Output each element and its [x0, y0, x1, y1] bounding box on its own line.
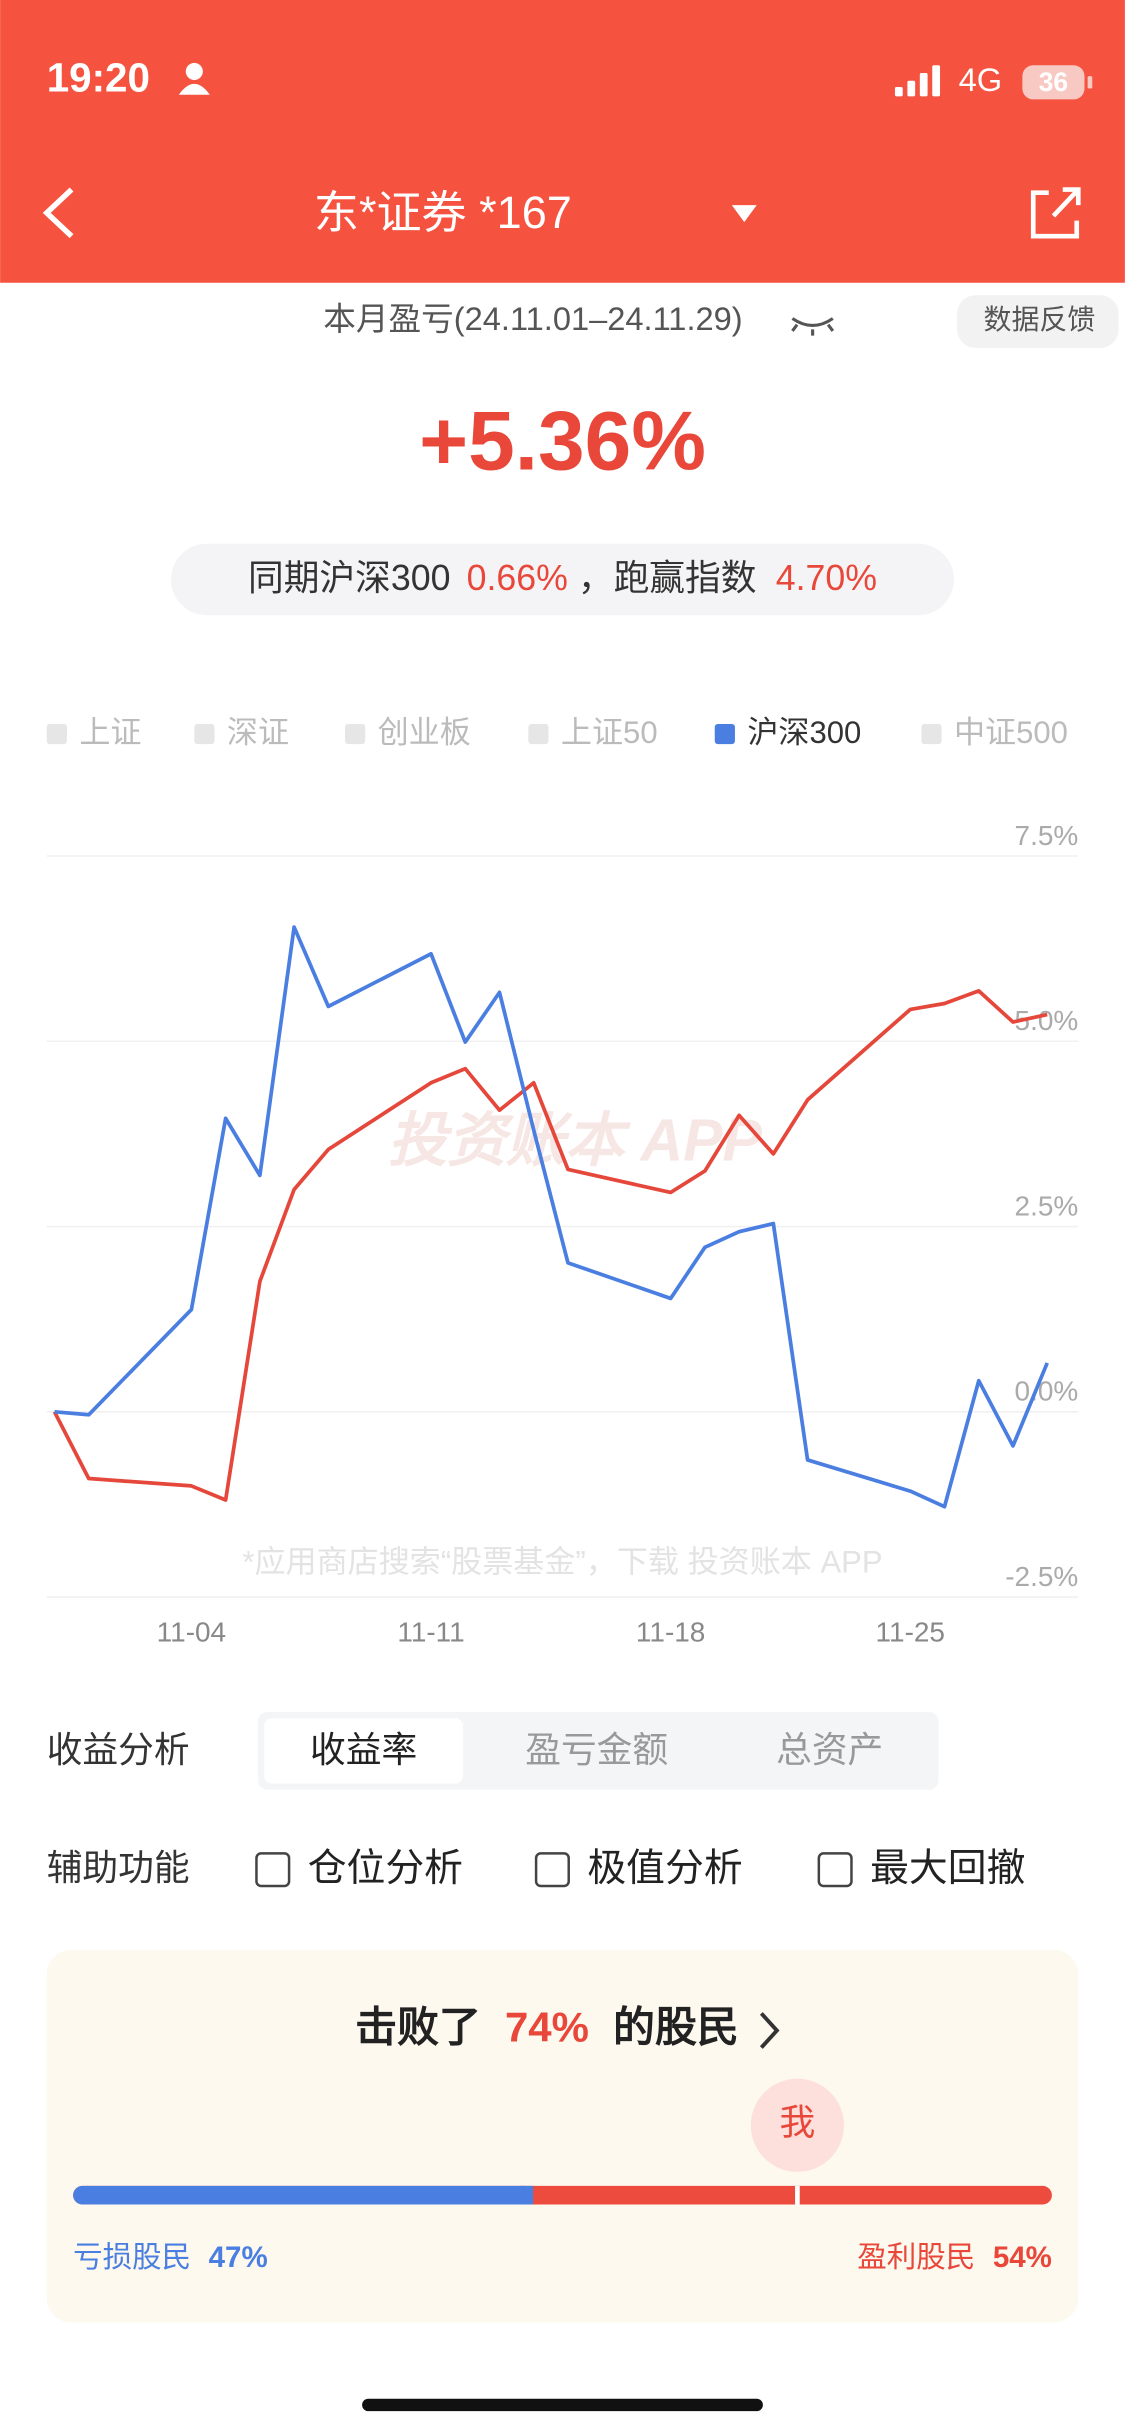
back-button[interactable]	[42, 187, 74, 239]
checkbox[interactable]	[255, 1852, 291, 1888]
loss-segment	[73, 2185, 534, 2205]
x-tick-label: 11-18	[636, 1617, 705, 1648]
tab-active-bg[interactable]	[264, 1718, 464, 1784]
signal-icon	[894, 65, 941, 97]
legend-swatch[interactable]	[921, 723, 942, 745]
ranking-arrow[interactable]	[759, 2012, 780, 2049]
home-indicator	[362, 2398, 763, 2412]
footnote: *应用商店搜索“股票基金”，下载 投资账本 APP	[242, 1545, 882, 1580]
header-bg	[0, 0, 1125, 283]
account-dropdown[interactable]	[731, 205, 757, 223]
legend-label[interactable]: 创业板	[378, 715, 471, 750]
compare-pill	[171, 543, 954, 616]
legend-swatch[interactable]	[194, 723, 215, 745]
compare-value: 0.66%	[467, 558, 568, 598]
legend-label[interactable]: 上证50	[561, 715, 658, 750]
status-time: 19:20	[47, 54, 150, 100]
ranking-card[interactable]	[46, 1949, 1079, 2323]
ranking-suffix: 的股民	[613, 2004, 739, 2051]
profit-pct: 54%	[993, 2241, 1052, 2274]
checkbox-label[interactable]: 仓位分析	[308, 1847, 463, 1890]
nav-title[interactable]: 东*证券 *167	[314, 187, 572, 238]
x-tick-label: 11-04	[157, 1617, 226, 1648]
legend-label[interactable]: 沪深300	[747, 715, 861, 750]
loss-label: 亏损股民	[73, 2241, 191, 2274]
legend-label[interactable]: 上证	[79, 715, 141, 750]
ranking-prefix: 击败了	[355, 2004, 481, 2051]
legend-swatch[interactable]	[528, 723, 549, 745]
battery-tip	[1087, 76, 1093, 89]
ranking-title[interactable]: 击败了 74% 的股民	[355, 2004, 739, 2051]
battery	[1022, 65, 1085, 100]
monthly-return: +5.36%	[419, 394, 706, 488]
legend-swatch[interactable]	[714, 723, 735, 745]
tab-label[interactable]: 盈亏金额	[525, 1730, 668, 1770]
network: 4G	[959, 61, 1003, 98]
period: 本月盈亏(24.11.01–24.11.29)	[323, 300, 742, 337]
ranking-bar: 我	[73, 2078, 1052, 2205]
loss-pct: 47%	[209, 2241, 268, 2274]
legend-label[interactable]: 深证	[227, 715, 289, 750]
watermark: 投资账本 APP	[388, 1108, 762, 1174]
profit-label: 盈利股民	[857, 2241, 975, 2274]
checkbox-label[interactable]: 极值分析	[587, 1847, 742, 1890]
legend: 上证 深证 创业板 上证50 沪深300 中证500	[46, 715, 1068, 750]
checkbox[interactable]	[817, 1852, 853, 1888]
y-tick-label: 0.0%	[1015, 1376, 1079, 1407]
battery-level: 36	[1039, 67, 1068, 97]
x-tick-label: 11-11	[397, 1617, 464, 1648]
profit-text: 盈利股民 54%	[857, 2241, 1052, 2274]
hide-icon[interactable]	[791, 317, 835, 336]
y-tick-label: 2.5%	[1015, 1190, 1079, 1221]
feedback-label[interactable]: 数据反馈	[984, 304, 1096, 335]
legend-swatch[interactable]	[345, 723, 366, 745]
tools-label: 辅助功能	[47, 1848, 190, 1888]
checkbox[interactable]	[534, 1852, 570, 1888]
grid: 7.5%5.0%2.5%0.0%-2.5%11-04 11-11 11-18 11-2…	[46, 820, 1079, 1648]
x-tick-label: 11-25	[876, 1617, 945, 1648]
legend-label[interactable]: 中证500	[954, 715, 1068, 750]
beat-value: 4.70%	[776, 558, 877, 598]
series-line	[54, 925, 1049, 1509]
compare-prefix: 同期沪深300	[248, 558, 450, 598]
loss-text: 亏损股民 47%	[73, 2241, 268, 2274]
me-label: 我	[780, 2103, 816, 2143]
share-button[interactable]	[1030, 187, 1081, 239]
person-icon	[178, 62, 210, 95]
tab-label[interactable]: 收益率	[310, 1730, 417, 1770]
y-tick-label: -2.5%	[1005, 1561, 1078, 1592]
legend-swatch[interactable]	[46, 723, 67, 745]
ranking-beat: 74%	[505, 2004, 589, 2051]
loss-segment-edge	[520, 2185, 534, 2205]
compare-mid: ，跑赢指数	[578, 558, 757, 598]
analysis-label: 收益分析	[47, 1730, 190, 1770]
checkbox-label[interactable]: 最大回撤	[870, 1847, 1025, 1890]
plot	[52, 925, 1049, 1509]
tools: 仓位分析 极值分析 最大回撤	[255, 1847, 1025, 1890]
tab-label[interactable]: 总资产	[776, 1730, 883, 1770]
me-bubble	[750, 2078, 845, 2172]
feedback-button[interactable]	[957, 295, 1119, 348]
tabs: 收益率 盈亏金额 总资产	[264, 1718, 883, 1784]
y-tick-label: 7.5%	[1015, 820, 1079, 851]
compare-text: 同期沪深300 0.66% ，跑赢指数 4.70%	[248, 558, 877, 598]
series-line	[52, 989, 1048, 1502]
